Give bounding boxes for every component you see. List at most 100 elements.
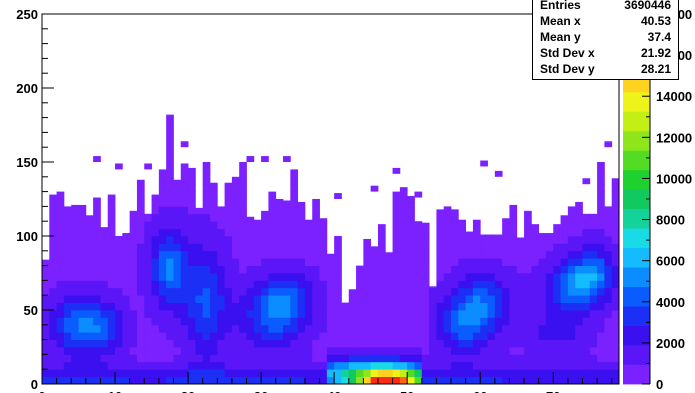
heatmap-cell: [100, 236, 109, 244]
heatmap-cell: [136, 179, 145, 185]
heatmap-cell: [63, 361, 72, 370]
heatmap-cell: [575, 361, 583, 370]
heatmap-cell: [604, 295, 613, 303]
heatmap-cell: [217, 250, 225, 259]
heatmap-cell: [370, 250, 379, 259]
heatmap-cell: [582, 310, 591, 318]
heatmap-cell: [209, 243, 218, 252]
heatmap-cell: [188, 332, 196, 340]
heatmap-cell: [56, 265, 65, 274]
heatmap-cell: [85, 258, 94, 266]
heatmap-cell: [524, 243, 532, 252]
heatmap-cell: [567, 287, 576, 296]
heatmap-cell: [78, 258, 87, 266]
heatmap-cell: [283, 258, 291, 266]
heatmap-cell: [465, 280, 474, 289]
heatmap-cell: [436, 317, 445, 326]
heatmap-cell: [524, 361, 532, 370]
heatmap-cell: [385, 324, 393, 333]
heatmap-cell: [538, 273, 547, 281]
heatmap-cell: [195, 236, 204, 244]
heatmap-cell: [63, 213, 72, 222]
heatmap-cell: [334, 273, 342, 281]
heatmap-cell: [407, 265, 415, 274]
heatmap-cell: [436, 221, 445, 229]
heatmap-cell: [166, 147, 174, 155]
heatmap-cell: [71, 265, 79, 274]
heatmap-cell: [209, 295, 218, 303]
heatmap-cell: [100, 273, 109, 281]
heatmap-cell: [42, 287, 50, 296]
heatmap-cell: [326, 302, 335, 311]
heatmap-cell: [180, 287, 189, 296]
heatmap-cell: [326, 354, 335, 363]
heatmap-cell: [261, 273, 269, 281]
heatmap-cell: [275, 206, 284, 215]
heatmap-cell: [451, 228, 459, 237]
heatmap-cell: [392, 339, 401, 348]
heatmap-cell: [195, 265, 204, 274]
heatmap-cell: [297, 201, 306, 207]
heatmap-cell: [334, 280, 342, 289]
heatmap-cell: [195, 273, 204, 281]
palette-swatch: [623, 150, 650, 171]
heatmap-cell: [93, 250, 101, 259]
heatmap-cell: [407, 273, 415, 281]
heatmap-cell: [304, 376, 313, 385]
heatmap-cell: [502, 287, 510, 296]
heatmap-cell: [531, 347, 540, 355]
heatmap-cell: [268, 273, 277, 281]
heatmap-cell: [100, 280, 109, 289]
heatmap-cell: [319, 369, 328, 377]
heatmap-cell: [465, 250, 474, 259]
heatmap-cell: [312, 317, 320, 326]
heatmap-cell: [575, 376, 583, 385]
heatmap-cell: [283, 236, 291, 244]
heatmap-cell: [575, 228, 583, 237]
heatmap-cell: [283, 228, 291, 237]
heatmap-cell: [129, 310, 138, 318]
heatmap-cell: [180, 236, 189, 244]
heatmap-cell: [334, 317, 342, 326]
heatmap-cell: [312, 302, 320, 311]
heatmap-cell: [202, 176, 211, 185]
heatmap-cell: [304, 280, 313, 289]
stats-row-std-y: Std Dev y 28.21: [540, 61, 671, 77]
heatmap-cell: [246, 221, 255, 229]
heatmap-cell: [589, 273, 598, 281]
heatmap-cell: [326, 361, 335, 370]
heatmap-cell: [502, 324, 510, 333]
heatmap-cell: [451, 258, 459, 266]
heatmap-cell: [100, 332, 109, 340]
heatmap-cell: [545, 324, 554, 333]
heatmap-cell: [421, 376, 430, 385]
heatmap-cell: [122, 280, 131, 289]
heatmap-cell: [436, 213, 445, 222]
heatmap-cell: [78, 206, 87, 215]
heatmap-cell: [217, 236, 225, 244]
heatmap-cell: [253, 243, 262, 252]
heatmap-cell: [136, 250, 145, 259]
heatmap-cell: [524, 295, 532, 303]
heatmap-cell: [290, 317, 299, 326]
heatmap-cell: [49, 354, 57, 363]
heatmap-cell: [283, 265, 291, 274]
heatmap-cell: [582, 221, 591, 229]
heatmap-cell: [363, 258, 372, 266]
heatmap-cell: [421, 280, 430, 289]
heatmap-cell: [436, 347, 445, 355]
heatmap-cell: [436, 258, 445, 266]
heatmap-cell: [319, 376, 328, 385]
heatmap-cell: [239, 228, 247, 237]
heatmap-cell: [290, 287, 299, 296]
heatmap-cell: [71, 287, 79, 296]
heatmap-cell: [202, 317, 211, 326]
heatmap-cell: [443, 302, 452, 311]
heatmap-cell: [451, 273, 459, 281]
heatmap-cell: [385, 258, 393, 266]
heatmap-cell: [180, 273, 189, 281]
heatmap-cell: [180, 347, 189, 355]
heatmap-cell: [231, 332, 240, 340]
heatmap-cell: [209, 280, 218, 289]
heatmap-cell: [589, 354, 598, 363]
